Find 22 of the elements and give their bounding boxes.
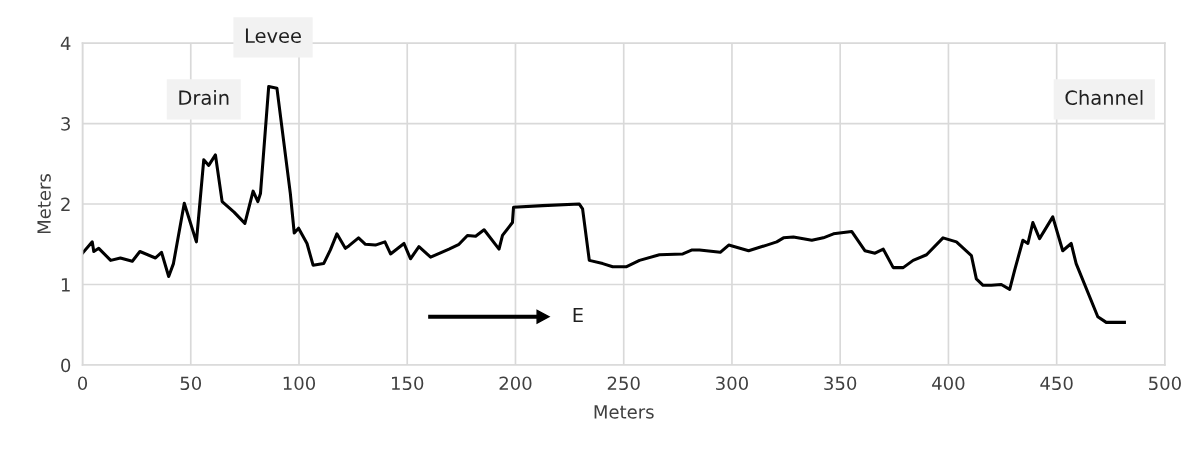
- annotation: Drain: [179, 89, 229, 106]
- x-tick-label: 400: [932, 376, 965, 391]
- y-axis-title: Meters: [37, 174, 51, 234]
- x-tick-label: 150: [391, 376, 424, 391]
- x-tick-label: 250: [607, 376, 640, 391]
- x-tick-label: 0: [77, 376, 88, 391]
- y-tick-label: 3: [61, 117, 70, 131]
- x-axis-title: Meters: [594, 405, 654, 419]
- x-tick-label: 100: [283, 376, 316, 391]
- x-tick-label: 350: [824, 376, 857, 391]
- y-tick-label: 1: [61, 278, 70, 292]
- annotation: E: [573, 307, 583, 323]
- y-tick-label: 2: [61, 197, 70, 211]
- annotation: Levee: [245, 28, 301, 44]
- x-tick-label: 50: [180, 376, 202, 391]
- y-tick-label: 0: [61, 358, 71, 373]
- y-tick-label: 4: [60, 36, 71, 50]
- x-tick-label: 450: [1040, 376, 1073, 391]
- annotation: Channel: [1065, 89, 1143, 106]
- x-tick-label: 300: [716, 376, 748, 391]
- x-tick-label: 500: [1149, 376, 1181, 391]
- x-tick-label: 200: [499, 376, 532, 391]
